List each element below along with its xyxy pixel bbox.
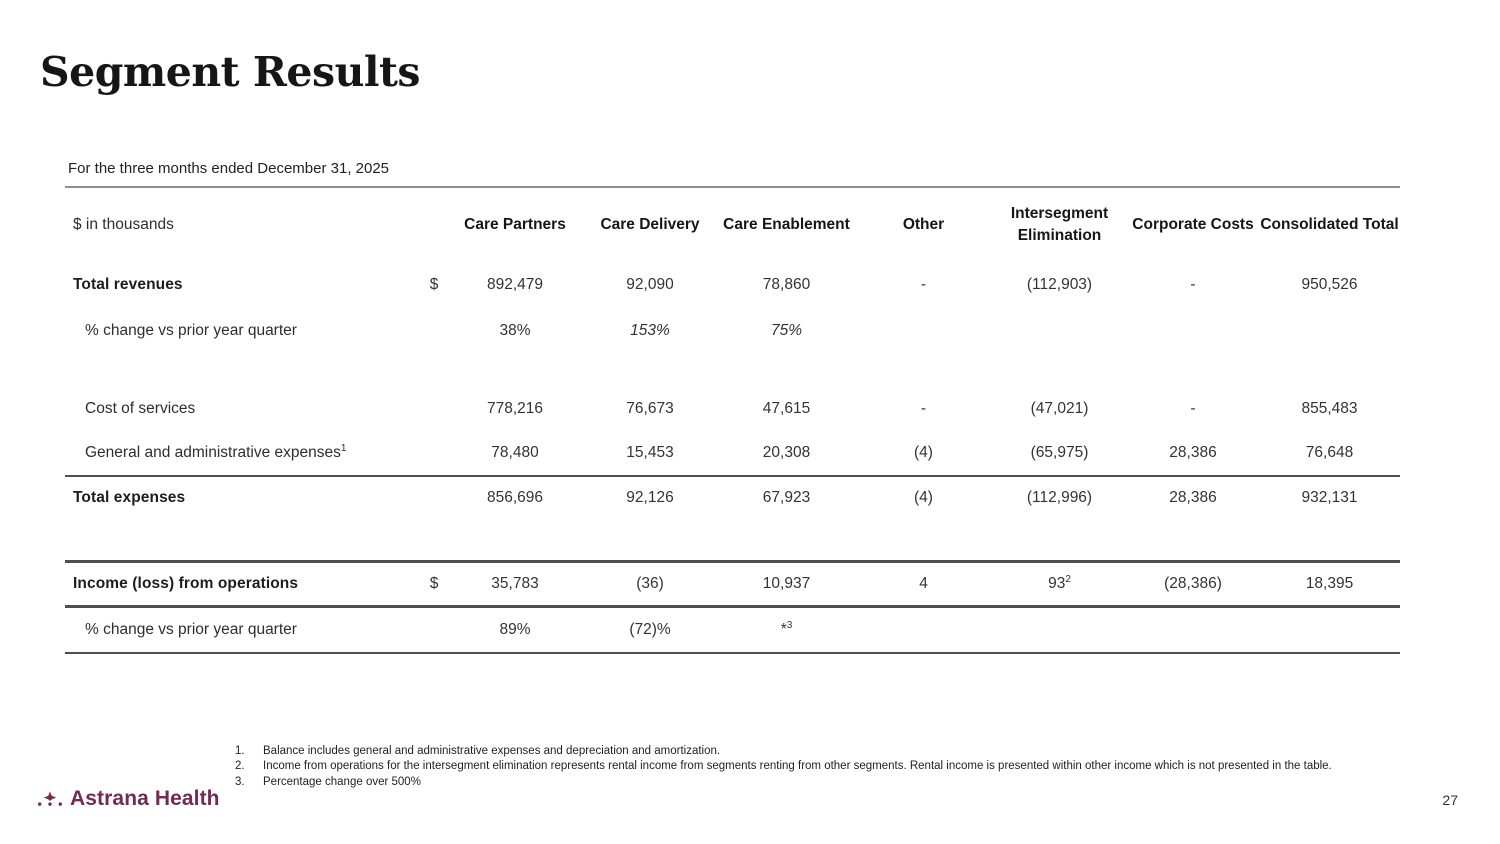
footnote-2: 2. Income from operations for the inters… xyxy=(235,759,1415,774)
col-header-other: Other xyxy=(902,216,945,233)
row-label: General and administrative expenses1 xyxy=(85,442,347,461)
cell-value: (72)% xyxy=(629,621,671,638)
row-label: % change vs prior year quarter xyxy=(85,321,297,339)
cell-value: 78,860 xyxy=(762,276,811,293)
footnotes: 1. Balance includes general and administ… xyxy=(235,744,1415,790)
dollar-sign: $ xyxy=(429,575,439,592)
row-label: Cost of services xyxy=(85,399,196,417)
cell-value: - xyxy=(920,399,927,417)
col-header-care-delivery: Care Delivery xyxy=(600,216,700,233)
page-number: 27 xyxy=(1442,792,1458,808)
cell-value: 950,526 xyxy=(1301,276,1358,293)
footnote-ref-1: 1 xyxy=(340,442,347,454)
col-header-care-partners: Care Partners xyxy=(464,216,566,233)
cell-value: 855,483 xyxy=(1301,399,1358,417)
row-label: Total expenses xyxy=(73,489,186,506)
col-header-intersegment-elimination: Intersegment Elimination xyxy=(1010,205,1109,244)
cell-value: 932 xyxy=(1048,573,1071,592)
cell-value: (112,996) xyxy=(1026,489,1093,506)
cell-value: 18,395 xyxy=(1305,575,1354,592)
footnote-number: 2. xyxy=(235,760,245,773)
table-row-total-revenues: Total revenues $ 892,479 92,090 78,860 -… xyxy=(65,262,1400,308)
col-header-consolidated-total: Consolidated Total xyxy=(1260,216,1399,233)
cell-value: 28,386 xyxy=(1169,489,1217,506)
table-row-income-pct-change: % change vs prior year quarter 89% (72)%… xyxy=(65,608,1400,652)
row-label: % change vs prior year quarter xyxy=(85,621,297,638)
astrana-sparkle-icon xyxy=(37,790,63,808)
cell-value: 92,126 xyxy=(626,489,674,506)
footnote-text: Income from operations for the intersegm… xyxy=(263,760,1332,773)
table-row-income-from-operations: Income (loss) from operations $ 35,783 (… xyxy=(65,563,1400,605)
expenses-divider-rule xyxy=(65,475,1400,477)
cell-value: 4 xyxy=(919,575,928,592)
table-row-cost-of-services: Cost of services 778,216 76,673 47,615 -… xyxy=(65,386,1400,431)
col-header-corporate-costs: Corporate Costs xyxy=(1132,216,1254,233)
cell-value: (47,021) xyxy=(1030,399,1089,417)
astrana-health-logo: Astrana Health xyxy=(37,787,220,811)
cell-value: 153% xyxy=(630,321,670,339)
cell-value: 856,696 xyxy=(486,489,544,506)
cell-value: - xyxy=(920,276,927,293)
row-spacer xyxy=(65,353,1400,386)
cell-value: 10,937 xyxy=(762,575,811,592)
page-title: Segment Results xyxy=(40,48,421,96)
cell-value: 932,131 xyxy=(1301,489,1358,506)
footnote-ref-3: 3 xyxy=(786,619,793,631)
table-top-rule xyxy=(65,186,1400,188)
table-header-row: $ in thousands Care Partners Care Delive… xyxy=(65,188,1400,262)
cell-value: (65,975) xyxy=(1030,444,1089,461)
units-label: $ in thousands xyxy=(73,216,174,233)
cell-value: 78,480 xyxy=(491,444,539,461)
dollar-sign: $ xyxy=(429,276,439,293)
row-label: Total revenues xyxy=(73,276,183,293)
logo-wordmark: Astrana Health xyxy=(70,787,220,810)
table-row-revenue-pct-change: % change vs prior year quarter 38% 153% … xyxy=(65,308,1400,353)
cell-value: (36) xyxy=(636,575,664,592)
col-header-care-enablement: Care Enablement xyxy=(723,216,850,233)
row-label: Income (loss) from operations xyxy=(73,575,299,592)
table-row-general-admin-expenses: General and administrative expenses1 78,… xyxy=(65,431,1400,475)
footnote-number: 1. xyxy=(235,745,245,757)
cell-value: 778,216 xyxy=(486,399,544,417)
row-spacer xyxy=(65,519,1400,560)
footnote-3: 3. Percentage change over 500% xyxy=(235,775,1415,790)
cell-value: (4) xyxy=(914,444,933,461)
footnote-text: Balance includes general and administrat… xyxy=(263,745,721,757)
income-bottom-rule xyxy=(65,605,1400,608)
cell-value: 76,648 xyxy=(1305,444,1354,461)
table-bottom-rule xyxy=(65,652,1400,654)
footnote-text: Percentage change over 500% xyxy=(263,775,421,788)
cell-value: (28,386) xyxy=(1164,575,1222,592)
period-label: For the three months ended December 31, … xyxy=(68,160,390,177)
cell-value: - xyxy=(1190,399,1196,417)
cell-value: 15,453 xyxy=(626,444,674,461)
segment-results-table: $ in thousands Care Partners Care Delive… xyxy=(65,186,1400,654)
cell-value: 20,308 xyxy=(762,444,811,461)
cell-value: 89% xyxy=(499,621,531,638)
cell-value: 35,783 xyxy=(491,575,539,592)
cell-value: - xyxy=(1190,276,1196,293)
cell-value: (4) xyxy=(914,489,933,506)
cell-value: 47,615 xyxy=(762,399,811,417)
cell-value: 76,673 xyxy=(626,399,674,417)
income-top-rule xyxy=(65,560,1400,563)
cell-value: 75% xyxy=(770,321,803,339)
cell-value: 67,923 xyxy=(762,489,811,506)
table-row-total-expenses: Total expenses 856,696 92,126 67,923 (4)… xyxy=(65,477,1400,519)
cell-value: (112,903) xyxy=(1026,276,1093,293)
footnote-1: 1. Balance includes general and administ… xyxy=(235,744,1415,759)
footnote-ref-2: 2 xyxy=(1065,573,1071,585)
cell-value: 38% xyxy=(499,321,531,339)
cell-value: *3 xyxy=(780,619,793,638)
footnote-number: 3. xyxy=(235,775,245,788)
cell-value: 28,386 xyxy=(1169,444,1217,461)
cell-value: 892,479 xyxy=(486,276,544,293)
cell-value: 92,090 xyxy=(626,276,674,293)
